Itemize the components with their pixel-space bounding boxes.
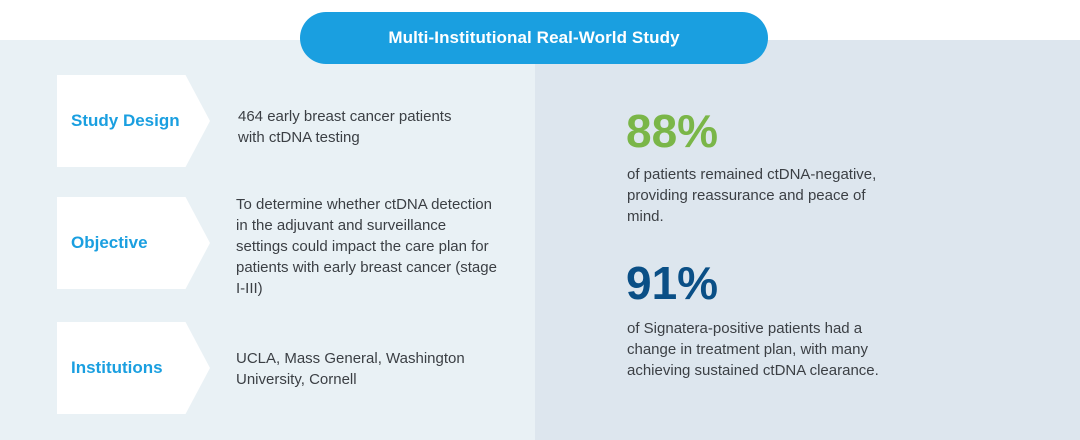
objective-label: Objective: [71, 233, 148, 252]
institutions-chevron: Institutions: [57, 322, 210, 414]
study-design-description: 464 early breast cancer patients with ct…: [238, 108, 452, 146]
objective-chevron: Objective: [57, 197, 210, 289]
negative-rate-value: 88%: [626, 105, 719, 157]
study-design-chevron: Study Design: [57, 75, 210, 167]
study-design-label: Study Design: [71, 111, 180, 130]
study-title: Multi-Institutional Real-World Study: [388, 28, 680, 47]
study-title-banner: Multi-Institutional Real-World Study: [300, 12, 768, 64]
treatment-change-value: 91%: [626, 257, 719, 309]
objective-description: To determine whether ctDNA detection in …: [236, 196, 497, 297]
negative-rate-description: of patients remained ctDNA-negative, pro…: [627, 166, 877, 225]
study-results-panel: [535, 40, 1080, 440]
institutions-label: Institutions: [71, 358, 163, 377]
treatment-change-description: of Signatera-positive patients had a cha…: [627, 320, 879, 379]
institutions-description: UCLA, Mass General, Washington Universit…: [236, 350, 465, 388]
